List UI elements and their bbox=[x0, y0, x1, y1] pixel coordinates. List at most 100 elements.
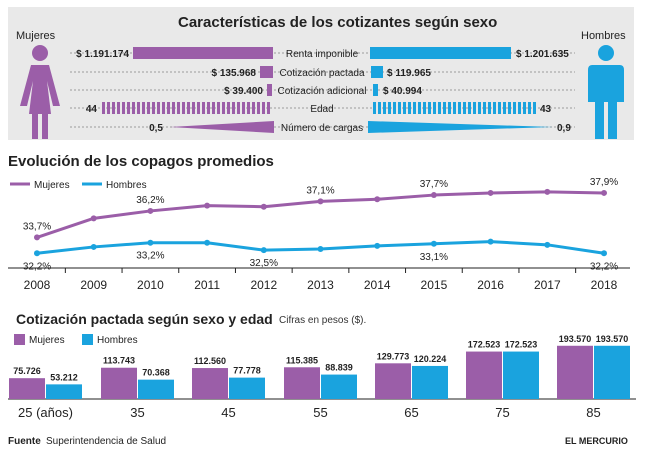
edad-mujeres-stripe bbox=[197, 102, 200, 114]
x-tick-label: 2011 bbox=[194, 278, 220, 292]
edad-mujeres-stripe bbox=[217, 102, 220, 114]
point-hombres bbox=[544, 241, 551, 248]
edad-hombres-stripe bbox=[438, 102, 441, 114]
edad-hombres-stripe bbox=[398, 102, 401, 114]
woman-figure-icon bbox=[20, 45, 60, 139]
x-tick-label: 2015 bbox=[421, 278, 448, 292]
data-label: 33,7% bbox=[23, 221, 51, 232]
x-tick-label: 2009 bbox=[80, 278, 107, 292]
edad-hombres-stripe bbox=[518, 102, 521, 114]
edad-mujeres-stripe bbox=[177, 102, 180, 114]
renta-mujeres-bar bbox=[133, 47, 273, 59]
bar-value-label: 193.570 bbox=[559, 334, 592, 344]
edad-mujeres-stripe bbox=[142, 102, 145, 114]
bar-mujeres bbox=[9, 378, 45, 399]
bar-hombres bbox=[594, 345, 630, 399]
category-label: 45 bbox=[221, 405, 235, 420]
bar-value-label: 120.224 bbox=[414, 354, 447, 364]
edad-mujeres-stripe bbox=[222, 102, 225, 114]
edad-mujeres-stripe bbox=[262, 102, 265, 114]
edad-mujeres-stripe bbox=[102, 102, 105, 114]
bar-value-label: 172.523 bbox=[468, 340, 501, 350]
point-mujeres bbox=[260, 203, 267, 210]
bar-mujeres bbox=[466, 351, 502, 399]
bar-chart-subtitle: Cifras en pesos ($). bbox=[279, 315, 367, 326]
pactada-hombres-value: $ 119.965 bbox=[387, 68, 431, 79]
edad-mujeres-stripe bbox=[122, 102, 125, 114]
data-label: 37,1% bbox=[306, 185, 334, 196]
bar-value-label: 75.726 bbox=[13, 366, 41, 376]
legend-bar-hombres-swatch bbox=[82, 334, 93, 345]
edad-mujeres-stripe bbox=[207, 102, 210, 114]
edad-hombres-stripe bbox=[483, 102, 486, 114]
bar-value-label: 129.773 bbox=[377, 351, 410, 361]
bar-hombres bbox=[503, 351, 539, 399]
legend-bar-hombres-label: Hombres bbox=[97, 335, 138, 346]
edad-mujeres-stripe bbox=[237, 102, 240, 114]
point-mujeres bbox=[430, 192, 437, 199]
renta-hombres-bar bbox=[370, 47, 511, 59]
cargas-mujeres-value: 0,5 bbox=[149, 123, 163, 134]
adicional-label: Cotización adicional bbox=[278, 86, 367, 97]
point-mujeres bbox=[601, 189, 607, 196]
data-label: 32,2% bbox=[590, 261, 618, 272]
category-label: 85 bbox=[586, 405, 600, 420]
cargas-mujeres-wedge bbox=[170, 121, 274, 133]
bar-hombres bbox=[46, 384, 82, 399]
x-tick-label: 2018 bbox=[591, 278, 618, 292]
edad-mujeres-stripe bbox=[232, 102, 235, 114]
edad-hombres-stripe bbox=[423, 102, 426, 114]
data-label: 32,2% bbox=[23, 261, 51, 272]
edad-hombres-stripe bbox=[528, 102, 531, 114]
bar-value-label: 113.743 bbox=[103, 356, 135, 366]
point-hombres bbox=[90, 243, 97, 250]
edad-hombres-stripe bbox=[453, 102, 456, 114]
edad-mujeres-stripe bbox=[127, 102, 130, 114]
edad-hombres-stripe bbox=[433, 102, 436, 114]
renta-hombres-value: $ 1.201.635 bbox=[516, 49, 569, 60]
point-hombres bbox=[260, 247, 267, 254]
edad-hombres-stripe bbox=[373, 102, 376, 114]
pactada-mujeres-bar bbox=[260, 66, 273, 78]
edad-mujeres-stripe bbox=[157, 102, 160, 114]
edad-hombres-bar bbox=[373, 102, 536, 114]
edad-hombres-stripe bbox=[403, 102, 406, 114]
bar-value-label: 112.560 bbox=[194, 356, 226, 366]
comparison-rows: $ 1.191.174 Renta imponible $ 1.201.635 … bbox=[70, 47, 575, 134]
bar-mujeres bbox=[375, 363, 411, 399]
line-chart: Mujeres Hombres 2008 2009 2010 2011 2012 2013… bbox=[8, 177, 630, 292]
edad-hombres-stripe bbox=[473, 102, 476, 114]
point-hombres bbox=[204, 239, 211, 246]
renta-mujeres-value: $ 1.191.174 bbox=[76, 49, 129, 60]
edad-hombres-stripe bbox=[443, 102, 446, 114]
edad-hombres-stripe bbox=[418, 102, 421, 114]
point-mujeres bbox=[374, 196, 381, 203]
x-tick-label: 2016 bbox=[477, 278, 504, 292]
edad-hombres-stripe bbox=[458, 102, 461, 114]
data-label: 32,5% bbox=[250, 258, 278, 269]
mujeres-figure-label: Mujeres bbox=[16, 30, 56, 42]
edad-hombres-stripe bbox=[408, 102, 411, 114]
category-label: 75 bbox=[495, 405, 509, 420]
point-hombres bbox=[601, 250, 607, 257]
source-label: Fuente bbox=[8, 436, 41, 447]
bar-value-label: 77.778 bbox=[233, 366, 261, 376]
edad-hombres-stripe bbox=[383, 102, 386, 114]
bar-value-label: 88.839 bbox=[325, 363, 353, 373]
legend-bar-mujeres-swatch bbox=[14, 334, 25, 345]
x-tick-label: 2010 bbox=[137, 278, 164, 292]
edad-mujeres-stripe bbox=[227, 102, 230, 114]
point-hombres bbox=[487, 238, 494, 245]
edad-hombres-stripe bbox=[393, 102, 396, 114]
edad-hombres-stripe bbox=[498, 102, 501, 114]
edad-hombres-stripe bbox=[478, 102, 481, 114]
data-label: 33,2% bbox=[136, 251, 164, 262]
legend-hombres-label: Hombres bbox=[106, 180, 147, 191]
edad-mujeres-stripe bbox=[182, 102, 185, 114]
edad-mujeres-stripe bbox=[267, 102, 270, 114]
x-tick-label: 2014 bbox=[364, 278, 391, 292]
edad-hombres-stripe bbox=[523, 102, 526, 114]
edad-hombres-stripe bbox=[463, 102, 466, 114]
cargas-label: Número de cargas bbox=[281, 123, 363, 134]
adicional-mujeres-bar bbox=[267, 84, 272, 96]
